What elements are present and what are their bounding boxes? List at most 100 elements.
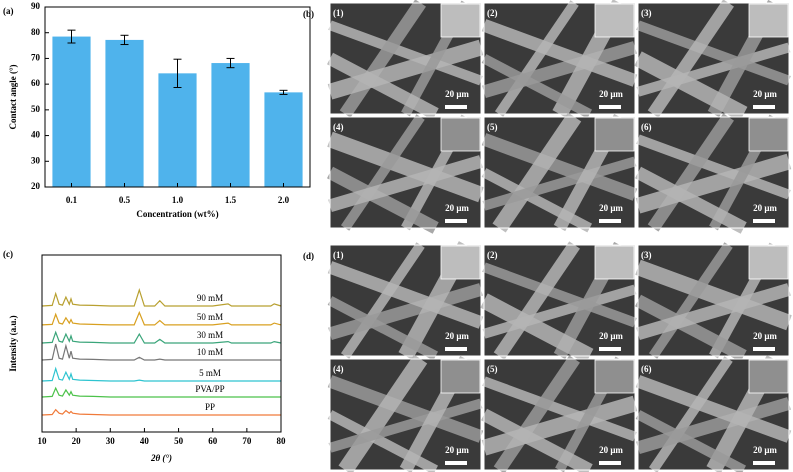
- scale-text: 20 μm: [753, 89, 777, 99]
- panel-label: (b): [303, 9, 314, 19]
- y-axis-label: Intensity (a.u.): [8, 315, 18, 371]
- error-bar: [67, 29, 76, 44]
- sem-clip-border: [637, 244, 790, 357]
- sem-clip-border: [483, 2, 636, 115]
- xrd-trace: [41, 310, 282, 326]
- fiber: [636, 134, 791, 200]
- sem-label: (6): [641, 122, 652, 132]
- sem-inset: [748, 117, 789, 152]
- x-tick-label: 2.0: [278, 195, 290, 205]
- sem-label: (1): [333, 250, 344, 260]
- scale-text: 20 μm: [753, 331, 777, 341]
- sem-label: (3): [641, 8, 652, 18]
- y-axis-label: Contact angle (°): [8, 64, 18, 129]
- fiber: [493, 355, 580, 472]
- fiber: [326, 166, 439, 234]
- sem-inset: [748, 359, 789, 394]
- bar: [264, 92, 303, 187]
- fiber: [636, 20, 791, 86]
- sem-clip-border: [329, 2, 482, 115]
- fiber: [327, 375, 484, 443]
- fiber: [328, 398, 483, 453]
- x-tick-label: 1.5: [225, 195, 237, 205]
- fiber: [340, 242, 425, 359]
- sem-label: (2): [487, 250, 498, 260]
- sem-label: (4): [333, 364, 344, 374]
- sem-inset: [594, 359, 635, 394]
- sem-image: (5) 20 μm: [480, 355, 638, 472]
- fiber: [481, 168, 593, 233]
- bar: [105, 39, 144, 187]
- sem-label: (4): [333, 122, 344, 132]
- y-tick-label: 30: [31, 155, 41, 165]
- series-label: PP: [205, 402, 215, 412]
- series-label: 10 mM: [197, 347, 223, 357]
- sem-clip-border: [329, 358, 482, 471]
- y-tick-label: 60: [31, 78, 41, 88]
- scale-text: 20 μm: [753, 203, 777, 213]
- scale-text: 20 μm: [599, 331, 623, 341]
- fiber: [482, 284, 637, 339]
- sem-clip-border: [637, 116, 790, 229]
- sem-inset: [748, 245, 789, 280]
- panel-label: (d): [303, 251, 314, 261]
- fiber: [492, 112, 582, 233]
- fiber: [634, 51, 748, 122]
- scale-bar: [599, 347, 621, 351]
- fiber: [481, 395, 638, 456]
- sem-inset: [594, 117, 635, 152]
- sem-image: (3) 20 μm: [634, 0, 791, 122]
- fiber: [493, 241, 580, 360]
- sem-clip-border: [483, 244, 636, 357]
- sem-inset: [440, 359, 481, 394]
- error-bar: [173, 58, 182, 88]
- scale-text: 20 μm: [445, 331, 469, 341]
- xrd-trace: [41, 408, 281, 416]
- x-tick-label: 50: [174, 436, 184, 446]
- fiber: [481, 54, 593, 119]
- x-tick-label: 40: [140, 436, 150, 446]
- fiber: [635, 259, 792, 331]
- series-label: 50 mM: [197, 312, 223, 322]
- scale-text: 20 μm: [445, 445, 469, 455]
- sem-clip-border: [637, 2, 790, 115]
- fiber: [636, 283, 791, 341]
- plot-frame: [41, 254, 282, 433]
- series-label: PVA/PP: [195, 384, 224, 394]
- fiber: [634, 294, 747, 362]
- fiber: [635, 375, 792, 443]
- scale-text: 20 μm: [445, 89, 469, 99]
- sem-clip-border: [483, 358, 636, 471]
- xrd-trace: [41, 288, 282, 307]
- fiber: [480, 408, 593, 472]
- error-bar: [120, 34, 129, 46]
- y-tick-label: 40: [31, 130, 41, 140]
- sem-image: (6) 20 μm: [635, 355, 792, 472]
- sem-image: (3) 20 μm: [634, 242, 792, 362]
- fiber: [634, 166, 747, 234]
- scale-bar: [753, 219, 775, 223]
- fiber: [482, 156, 637, 211]
- fiber: [647, 0, 734, 118]
- bar: [211, 63, 250, 187]
- plot-frame: [44, 6, 311, 188]
- x-tick-label: 60: [208, 436, 218, 446]
- sem-label: (2): [487, 8, 498, 18]
- scale-bar: [753, 347, 775, 351]
- x-tick-label: 20: [72, 436, 82, 446]
- x-tick-label: 0.1: [66, 195, 78, 205]
- fiber: [338, 354, 428, 472]
- x-axis-label: Concentration (wt%): [136, 209, 218, 219]
- xrd-trace: [41, 386, 281, 398]
- fiber: [481, 19, 638, 87]
- fiber: [482, 262, 637, 328]
- scale-bar: [599, 219, 621, 223]
- x-tick-label: 0.5: [119, 195, 131, 205]
- series-label: 5 mM: [199, 368, 221, 378]
- sem-clip-border: [483, 116, 636, 229]
- scale-bar: [445, 219, 467, 223]
- series-label: 30 mM: [197, 330, 223, 340]
- fiber: [480, 293, 594, 364]
- xrd-trace: [41, 343, 281, 361]
- panel-label: (c): [3, 249, 13, 259]
